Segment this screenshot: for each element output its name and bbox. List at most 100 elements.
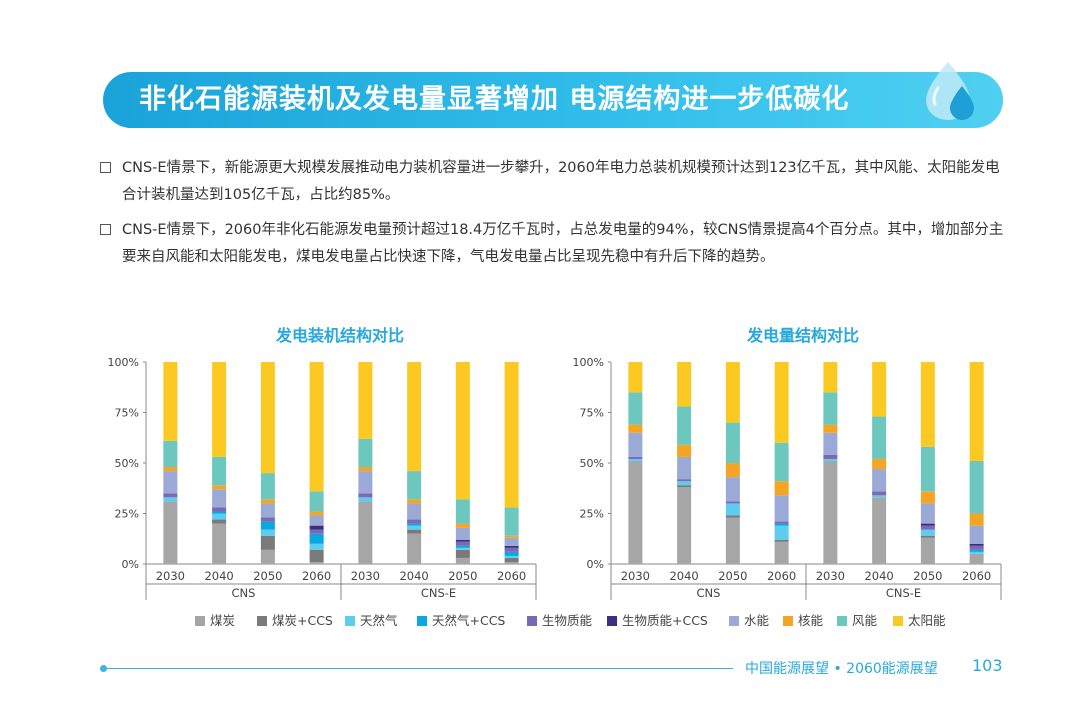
legend-label: 煤炭 [210,613,236,628]
bar-segment [969,362,984,461]
bar-segment [969,543,984,546]
legend-swatch [527,616,537,626]
bar-segment [407,529,422,534]
legend-swatch [195,616,205,626]
bar-segment [628,392,643,425]
legend-swatch [783,616,793,626]
bar-stack [823,362,838,564]
bar-segment [823,432,838,455]
bar-segment [212,519,227,524]
bar-stack [504,362,519,564]
bar-segment [407,519,422,524]
x-tick-label: 2030 [156,569,185,583]
bar-segment [969,525,984,544]
bar-segment [920,535,935,538]
bar-segment [628,424,643,433]
bar-segment [628,362,643,393]
bar-segment [677,485,692,488]
bar-segment [920,537,935,564]
legend-label: 生物质能 [542,613,593,628]
x-tick-label: 2040 [669,569,698,583]
bar-segment [504,561,519,564]
bar-segment [920,503,935,524]
x-tick-label: 2060 [497,569,526,583]
bar-stack [920,362,935,564]
x-tick-label: 2060 [767,569,796,583]
chart-title-generation: 发电量结构对比 [746,326,859,345]
bar-segment [823,458,838,461]
bar-segment [163,497,178,502]
bar-stack [774,362,789,564]
bar-stack [407,362,422,564]
bar-segment [407,499,422,504]
bar-segment [677,444,692,457]
bar-segment [358,467,373,472]
bar-segment [725,501,740,504]
page-title: 非化石能源装机及发电量显著增加 电源结构进一步低碳化 [139,84,850,115]
bar-segment [455,547,470,550]
chart-title-capacity: 发电装机结构对比 [275,326,404,345]
bar-segment [504,545,519,548]
bar-segment [407,471,422,500]
bar-segment [774,521,789,524]
bar-segment [260,503,275,518]
x-tick-label: 2030 [351,569,380,583]
bar-stack [872,362,887,564]
y-tick-label: 100% [573,356,604,369]
bar-segment [260,517,275,522]
bar-segment [309,525,324,530]
bar-segment [504,557,519,562]
y-tick-label: 0% [587,558,604,571]
y-tick-label: 75% [115,407,139,420]
bar-segment [358,493,373,498]
bar-segment [823,392,838,425]
legend-label: 水能 [744,613,770,628]
bar-segment [407,523,422,526]
bar-segment [504,507,519,536]
bullet-item: CNS-E情景下，新能源更大规模发展推动电力装机容量进一步攀升，2060年电力总… [100,155,1005,209]
legend-swatch [729,616,739,626]
bar-segment [725,422,740,463]
bar-segment [163,440,178,468]
chart-legend: 煤炭 煤炭+CCS 天然气 天然气+CCS 生物质能 生物质能+CCS 水能 核能 风能 太阳能 [195,611,955,631]
bar-segment [504,555,519,558]
y-tick-label: 25% [580,508,604,521]
bar-stack [455,362,470,564]
x-tick-label: 2040 [864,569,893,583]
legend-swatch [837,616,847,626]
x-tick-label: 2040 [399,569,428,583]
bar-segment [504,535,519,538]
bar-segment [260,521,275,530]
bar-segment [260,529,275,536]
bar-segment [628,432,643,457]
bar-segment [969,460,984,514]
bar-segment [407,533,422,564]
bar-segment [774,541,789,564]
bar-segment [163,471,178,494]
bar-segment [823,460,838,564]
legend-label: 太阳能 [908,613,946,628]
bar-segment [628,458,643,461]
bar-segment [774,523,789,526]
x-tick-label: 2050 [718,569,747,583]
bar-segment [455,362,470,500]
checkbox-bullet-icon [100,224,111,235]
bar-segment [163,493,178,498]
bar-segment [504,537,519,546]
bar-segment [260,549,275,564]
x-tick-label: 2060 [302,569,331,583]
x-tick-label: 2050 [913,569,942,583]
water-drop-icon [926,62,974,120]
bar-segment [725,463,740,478]
bar-stack [358,362,373,564]
x-tick-label: 2050 [253,569,282,583]
bar-segment [212,513,227,520]
group-label: CNS-E [886,586,921,600]
page-number: 103 [972,656,1003,675]
bar-segment [455,557,470,564]
bar-segment [455,539,470,542]
bar-segment [823,454,838,459]
bar-segment [628,460,643,564]
y-tick-label: 100% [108,356,139,369]
bar-stack [212,362,227,564]
